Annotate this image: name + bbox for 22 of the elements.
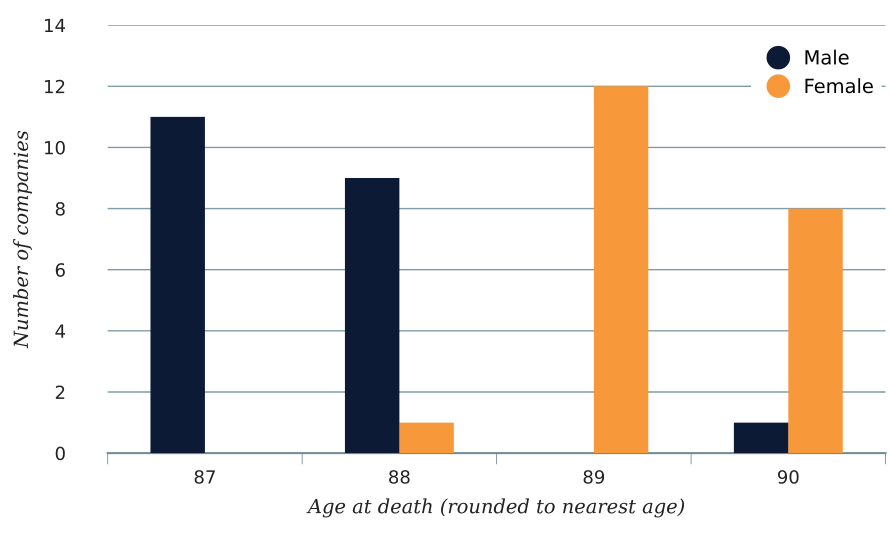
y-tick-label: 2 — [56, 385, 64, 399]
y-tick-label: 8 — [56, 202, 65, 216]
y-tick-label: 14 — [45, 18, 66, 32]
bar — [594, 86, 648, 454]
y-tick-label: 12 — [45, 80, 64, 94]
x-tick-label: 90 — [778, 470, 799, 484]
legend-label: Male — [805, 50, 849, 65]
y-axis-title: Number of companies — [13, 130, 32, 348]
bar — [150, 116, 205, 454]
y-tick-label: 4 — [55, 324, 66, 338]
x-tick-label: 88 — [389, 470, 410, 484]
bar — [399, 422, 454, 454]
x-tick-label: 87 — [194, 470, 215, 484]
bar — [344, 178, 400, 454]
legend-label: Female — [805, 78, 873, 94]
y-tick-label: 6 — [56, 263, 65, 277]
y-tick-label: 10 — [45, 140, 65, 155]
bar — [788, 208, 843, 454]
x-axis-title: Age at death (rounded to nearest age) — [306, 498, 684, 518]
x-tick-label: 89 — [584, 470, 604, 484]
y-tick-label: 0 — [56, 446, 65, 460]
bar — [734, 422, 788, 454]
